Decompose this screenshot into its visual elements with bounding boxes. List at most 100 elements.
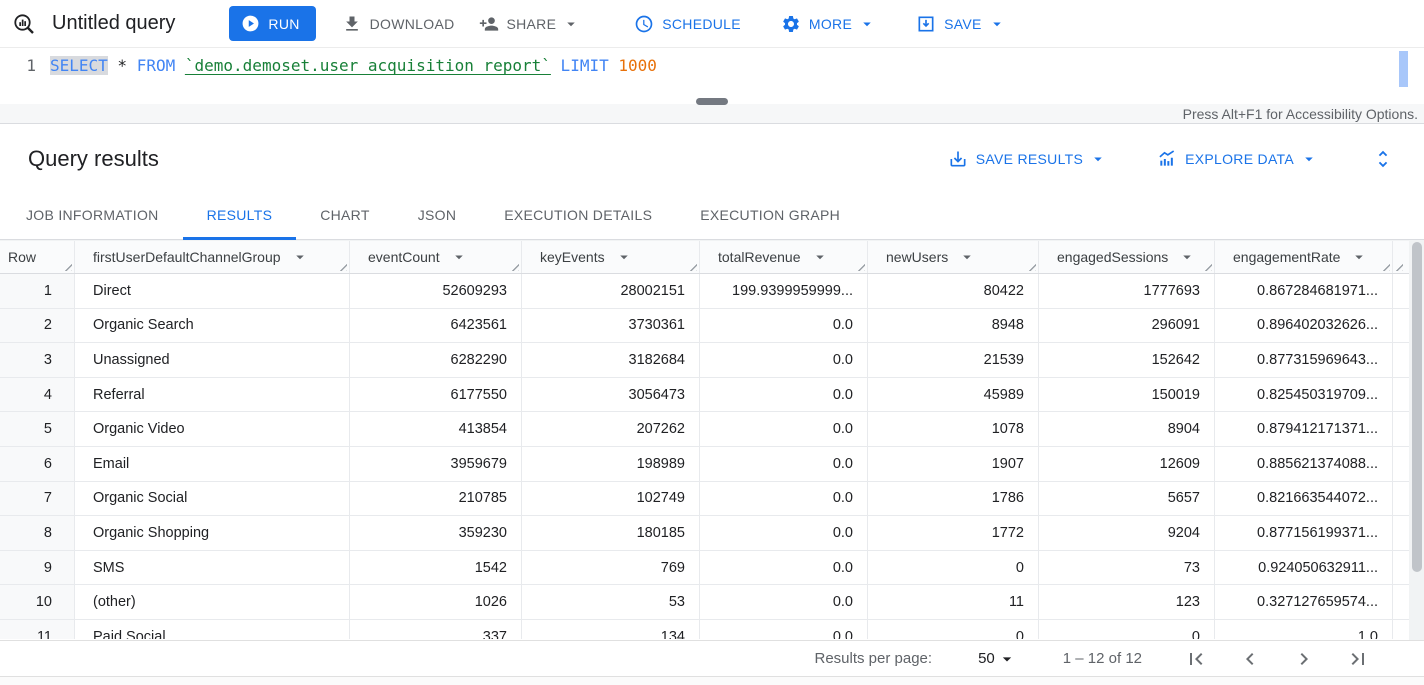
column-resize-grip[interactable] <box>62 261 72 271</box>
cell-channel: Organic Shopping <box>75 516 350 550</box>
cell-eventCount: 6423561 <box>350 308 522 343</box>
tab-chart[interactable]: CHART <box>296 193 393 240</box>
sql-code-line[interactable]: SELECT * FROM `demo.demoset.user_acquisi… <box>50 56 657 75</box>
next-page-button[interactable] <box>1290 645 1318 673</box>
column-resize-grip[interactable] <box>1026 261 1036 271</box>
run-button[interactable]: RUN <box>229 6 316 41</box>
expand-panel-button[interactable] <box>1366 142 1400 176</box>
column-resize-grip[interactable] <box>337 261 347 271</box>
cell-newUsers: 0 <box>868 619 1039 639</box>
cell-engagementRate: 0.877315969643... <box>1215 343 1393 377</box>
cell-row: 8 <box>0 516 75 550</box>
column-resize-grip[interactable] <box>1393 261 1403 271</box>
cell-eventCount: 6282290 <box>350 343 522 377</box>
results-tabbar: JOB INFORMATION RESULTS CHART JSON EXECUTION… <box>0 193 1424 240</box>
cell-row: 3 <box>0 343 75 377</box>
cell-eventCount: 3959679 <box>350 446 522 481</box>
cell-eventCount: 6177550 <box>350 377 522 412</box>
column-header-row[interactable]: Row <box>0 241 75 273</box>
cell-keyEvents: 198989 <box>522 446 700 481</box>
editor-scrollbar-thumb[interactable] <box>1399 51 1408 87</box>
table-row: 2 Organic Search 6423561 3730361 0.0 8948 2960… <box>0 308 1424 344</box>
column-header-filler <box>1393 241 1424 273</box>
column-header-engagementRate[interactable]: engagementRate <box>1215 241 1393 273</box>
previous-page-button[interactable] <box>1236 645 1264 673</box>
page-size-select[interactable]: 50 <box>978 649 1017 669</box>
table-row: 8 Organic Shopping 359230 180185 0.0 1772 9204… <box>0 516 1424 551</box>
pagination-range: 1 – 12 of 12 <box>1062 650 1142 667</box>
column-label: engagementRate <box>1233 249 1341 265</box>
cell-engagementRate: 0.821663544072... <box>1215 481 1393 516</box>
table-scrollbar-thumb[interactable] <box>1411 242 1422 572</box>
query-results-header: Query results SAVE RESULTS <box>0 124 1424 193</box>
cell-totalRevenue: 0.0 <box>700 550 868 585</box>
cell-newUsers: 8948 <box>868 308 1039 343</box>
first-page-icon <box>1184 647 1208 671</box>
cell-totalRevenue: 0.0 <box>700 446 868 481</box>
cell-totalRevenue: 199.9399959999... <box>700 274 868 308</box>
query-results-title: Query results <box>28 145 159 171</box>
tab-job-information[interactable]: JOB INFORMATION <box>2 193 183 240</box>
save-button[interactable]: SAVE <box>904 6 1018 42</box>
first-page-button[interactable] <box>1182 645 1210 673</box>
save-icon <box>916 14 936 34</box>
sort-caret-icon[interactable] <box>1178 248 1196 266</box>
column-resize-grip[interactable] <box>855 261 865 271</box>
sort-caret-icon[interactable] <box>958 248 976 266</box>
sql-editor[interactable]: 1 SELECT * FROM `demo.demoset.user_acqui… <box>0 48 1424 104</box>
cell-engagedSessions: 123 <box>1039 585 1215 619</box>
pagination-bar: Results per page: 50 1 – 12 of 12 <box>0 640 1424 677</box>
chevron-down-icon <box>988 15 1006 33</box>
sort-caret-icon[interactable] <box>811 248 829 266</box>
gear-icon <box>781 14 801 34</box>
column-resize-grip[interactable] <box>1380 261 1390 271</box>
column-resize-grip[interactable] <box>687 261 697 271</box>
column-header-newUsers[interactable]: newUsers <box>868 241 1039 273</box>
cell-keyEvents: 53 <box>522 585 700 619</box>
column-header-channel[interactable]: firstUserDefaultChannelGroup <box>75 241 350 273</box>
cell-keyEvents: 3730361 <box>522 308 700 343</box>
column-header-eventCount[interactable]: eventCount <box>350 241 522 273</box>
tab-json[interactable]: JSON <box>394 193 481 240</box>
last-page-button[interactable] <box>1344 645 1372 673</box>
explore-data-button[interactable]: EXPLORE DATA <box>1145 141 1330 177</box>
cell-newUsers: 1772 <box>868 516 1039 550</box>
column-label: engagedSessions <box>1057 249 1169 265</box>
person-add-icon <box>479 14 499 34</box>
more-button[interactable]: MORE <box>769 6 888 42</box>
cell-channel: SMS <box>75 550 350 585</box>
sort-caret-icon[interactable] <box>291 248 309 266</box>
tab-execution-details[interactable]: EXECUTION DETAILS <box>480 193 676 240</box>
sort-caret-icon[interactable] <box>1350 248 1368 266</box>
column-label: keyEvents <box>540 249 605 265</box>
save-results-button[interactable]: SAVE RESULTS <box>936 141 1119 177</box>
panel-resize-handle[interactable] <box>696 98 728 105</box>
column-resize-grip[interactable] <box>1202 261 1212 271</box>
download-button[interactable]: DOWNLOAD <box>330 6 467 42</box>
share-button[interactable]: SHARE <box>467 6 593 42</box>
column-header-totalRevenue[interactable]: totalRevenue <box>700 241 868 273</box>
table-vertical-scrollbar[interactable] <box>1409 240 1424 640</box>
column-resize-grip[interactable] <box>509 261 519 271</box>
table-row: 9 SMS 1542 769 0.0 0 73 0.924050632911... <box>0 550 1424 586</box>
cell-eventCount: 359230 <box>350 516 522 550</box>
sort-caret-icon[interactable] <box>450 248 468 266</box>
table-row: 1 Direct 52609293 28002151 199.9399959999...… <box>0 274 1424 309</box>
tab-results[interactable]: RESULTS <box>182 193 297 240</box>
schedule-button[interactable]: SCHEDULE <box>622 6 753 42</box>
column-header-engagedSessions[interactable]: engagedSessions <box>1039 241 1215 273</box>
tab-execution-graph[interactable]: EXECUTION GRAPH <box>676 193 864 240</box>
sql-table-reference-link[interactable]: `demo.demoset.user_acquisition_report` <box>184 56 551 75</box>
cell-row: 10 <box>0 585 75 619</box>
cell-engagementRate: 0.885621374088... <box>1215 446 1393 481</box>
column-label: totalRevenue <box>718 249 801 265</box>
cell-channel: Email <box>75 446 350 481</box>
table-row: 10 (other) 1026 53 0.0 11 123 0.327127659574... <box>0 585 1424 620</box>
column-header-keyEvents[interactable]: keyEvents <box>522 241 700 273</box>
sort-caret-icon[interactable] <box>615 248 633 266</box>
cell-row: 11 <box>0 619 75 639</box>
cell-channel: Organic Social <box>75 481 350 516</box>
cell-keyEvents: 180185 <box>522 516 700 550</box>
chevron-down-icon <box>1089 150 1107 168</box>
cell-engagedSessions: 12609 <box>1039 446 1215 481</box>
